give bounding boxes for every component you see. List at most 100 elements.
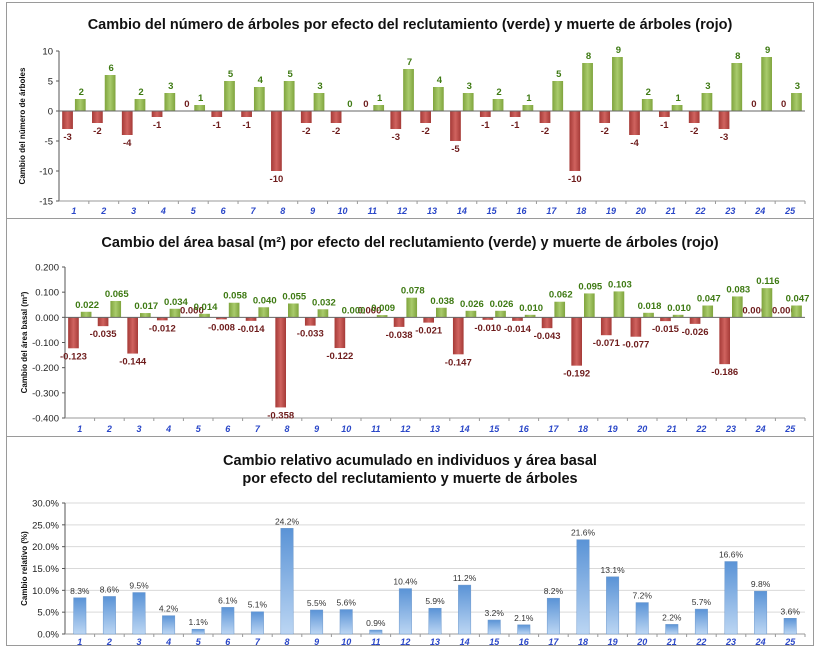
bar <box>134 99 146 111</box>
category-label: 10 <box>341 637 351 647</box>
category-label: 18 <box>576 206 586 216</box>
bar <box>576 539 590 635</box>
category-label: 23 <box>725 424 736 434</box>
data-label: 5.1% <box>248 600 268 610</box>
bar <box>539 111 551 123</box>
bar <box>791 305 802 318</box>
bar <box>487 619 501 635</box>
bar <box>164 93 176 111</box>
data-label: 5.7% <box>692 597 712 607</box>
data-label: -0.015 <box>652 324 680 335</box>
bar <box>191 628 205 635</box>
chart2-svg: 0.200 0.100 0.000 -0.100 -0.200 -0.300 -0.400 1… <box>20 263 809 435</box>
category-label: 22 <box>695 637 706 647</box>
bar <box>600 317 612 336</box>
bar <box>436 307 447 318</box>
bar <box>754 590 768 635</box>
bar <box>660 317 671 322</box>
data-label: 11.2% <box>453 573 477 583</box>
bar <box>211 111 223 117</box>
data-label: 4 <box>437 75 443 86</box>
data-label: 7.2% <box>633 591 653 601</box>
category-label: 13 <box>430 424 440 434</box>
data-label: 2 <box>496 87 501 98</box>
category-label: 17 <box>548 637 559 647</box>
category-label: 2 <box>100 206 106 216</box>
bar <box>398 588 412 635</box>
bar <box>140 313 151 318</box>
data-label: 1 <box>198 93 204 104</box>
y-tick-label: 10.0% <box>32 586 59 597</box>
data-label: 2 <box>138 87 143 98</box>
category-label: 9 <box>314 637 319 647</box>
bar <box>450 111 461 141</box>
data-label: 8.3% <box>70 586 90 596</box>
data-label: 0.062 <box>549 290 573 301</box>
data-label: -0.077 <box>622 340 649 351</box>
data-label: 8.2% <box>544 586 564 596</box>
category-label: 22 <box>695 424 706 434</box>
y-tick-label: -10 <box>39 167 53 178</box>
data-label: 2.1% <box>514 613 534 623</box>
data-label: 5.9% <box>425 596 445 606</box>
bar <box>582 63 593 111</box>
data-label: 10.4% <box>393 577 418 587</box>
panel-relative-change: Cambio relativo acumulado en individuos … <box>7 437 813 647</box>
data-label: 0.065 <box>105 289 129 300</box>
y-tick-label: 0.0% <box>37 630 59 641</box>
bar <box>224 81 235 111</box>
bar <box>701 93 713 111</box>
category-label: 4 <box>160 206 166 216</box>
category-label: 6 <box>225 424 231 434</box>
bar <box>554 301 566 318</box>
bar <box>62 111 73 129</box>
category-label: 7 <box>255 637 261 647</box>
category-label: 2 <box>106 424 112 434</box>
y-tick-label: 5 <box>48 77 53 88</box>
data-label: 3 <box>467 81 472 92</box>
bar <box>420 111 431 123</box>
data-label: -0.147 <box>445 357 472 368</box>
bar <box>689 317 701 324</box>
bar <box>482 317 494 320</box>
bar <box>584 293 595 318</box>
bar <box>110 300 122 318</box>
data-label: -2 <box>541 126 549 137</box>
category-label: 24 <box>755 424 766 434</box>
data-label: 0.116 <box>756 276 779 287</box>
data-label: 1 <box>675 93 681 104</box>
data-label: 0.026 <box>490 299 514 310</box>
data-label: 13.1% <box>601 565 626 575</box>
bar <box>92 111 103 123</box>
data-label: -0.014 <box>504 324 532 335</box>
bar <box>512 317 523 321</box>
data-label: -0.038 <box>386 330 413 341</box>
category-label: 9 <box>310 206 315 216</box>
category-label: 19 <box>608 637 618 647</box>
y-axis-title: Cambio del número de árboles <box>18 67 27 184</box>
category-label: 5 <box>191 206 197 216</box>
data-label: -0.071 <box>593 338 621 349</box>
category-label: 12 <box>400 424 410 434</box>
data-label: 6.1% <box>218 595 238 605</box>
y-tick-label: -5 <box>45 137 53 148</box>
data-label: 0 <box>781 99 786 110</box>
data-label: 3 <box>705 81 710 92</box>
bar <box>524 314 536 318</box>
data-label: -0.033 <box>297 329 324 340</box>
data-label: 0.000 <box>772 305 796 316</box>
bar <box>465 310 477 318</box>
data-label: -0.186 <box>711 367 738 378</box>
bar <box>156 317 168 321</box>
y-tick-label: 5.0% <box>37 608 59 619</box>
category-label: 18 <box>578 637 588 647</box>
category-label: 20 <box>636 424 647 434</box>
data-label: 9.8% <box>751 579 771 589</box>
bar <box>330 111 342 123</box>
data-label: 9.5% <box>129 581 149 591</box>
bar <box>271 111 282 171</box>
data-label: 0 <box>751 99 756 110</box>
bar <box>250 611 264 635</box>
data-label: -0.122 <box>326 351 353 362</box>
category-label: 3 <box>136 637 141 647</box>
